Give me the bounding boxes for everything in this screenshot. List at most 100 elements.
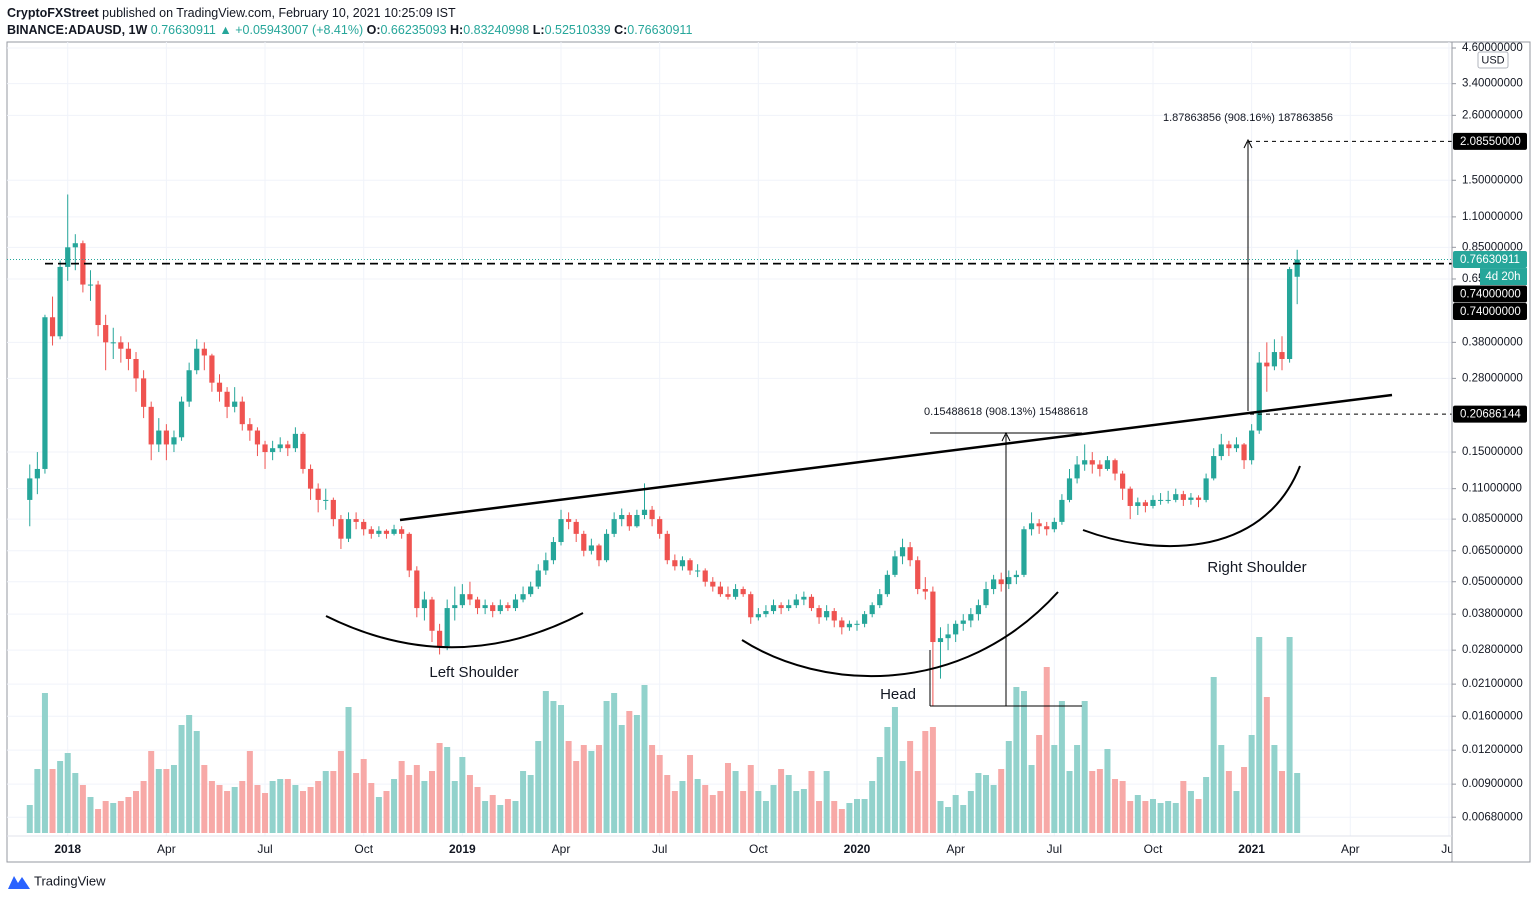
volume-bar: [1195, 799, 1202, 833]
volume-bar: [1225, 771, 1232, 833]
volume-bar: [497, 805, 504, 833]
volume-bar: [231, 787, 238, 833]
candle-body: [861, 614, 868, 624]
candle-body: [748, 594, 754, 618]
volume-bar: [1210, 677, 1217, 833]
candle-body: [1135, 502, 1141, 506]
volume-bar: [1279, 771, 1285, 833]
candle-body: [1241, 444, 1247, 461]
volume-bar: [1165, 801, 1172, 833]
x-tick-label: 2018: [54, 842, 81, 856]
volume-bar: [201, 765, 208, 833]
candle-body: [732, 589, 739, 597]
y-tick-label: 0.01600000: [1462, 710, 1523, 722]
candle-body: [65, 247, 71, 267]
volume-bar: [1203, 777, 1210, 833]
volume-bar: [262, 793, 269, 833]
volume-bar: [580, 745, 587, 833]
candle-body: [171, 437, 177, 445]
candle-body: [991, 579, 997, 590]
candle-body: [1256, 362, 1262, 431]
candle-body: [345, 519, 352, 539]
candle-body: [1028, 523, 1035, 530]
c-value: 0.76630911: [627, 23, 693, 37]
volume-bar: [565, 741, 572, 833]
volume-bar: [800, 789, 807, 833]
arrow-head: [1243, 138, 1253, 149]
volume-bar: [983, 775, 990, 833]
volume-bar: [687, 755, 694, 833]
volume-bar: [535, 741, 542, 833]
price-tag-label: 0.20686144: [1460, 409, 1521, 421]
candle-body: [892, 556, 898, 575]
volume-bar: [246, 751, 253, 833]
price-tag: [1453, 132, 1527, 150]
candle-body: [1218, 444, 1224, 457]
volume-bar: [307, 787, 314, 833]
volume-bar: [133, 791, 140, 833]
candle-body: [232, 401, 238, 407]
candle-body: [573, 521, 579, 534]
candle-body: [118, 342, 124, 349]
candle-body: [1074, 464, 1080, 479]
candle-body: [884, 574, 890, 595]
candle-body: [528, 586, 534, 595]
price-tags: 2.08550000 0.76630911 4d 20h 0.74000000 0.74…: [1453, 132, 1527, 423]
candle-body: [937, 638, 944, 643]
volume-bar: [1119, 781, 1126, 833]
price-tag-label: 2.08550000: [1460, 136, 1521, 148]
volume-bar: [1028, 765, 1035, 833]
volume-bar: [641, 685, 648, 833]
candle-body: [1233, 444, 1240, 449]
candle-body: [702, 570, 708, 582]
volume-bar: [353, 773, 360, 833]
candle-body: [915, 560, 921, 590]
candle-body: [194, 348, 200, 371]
x-tick-label: Apr: [946, 842, 965, 856]
volume-bar: [1233, 791, 1240, 833]
volume-bar: [26, 805, 33, 833]
volume-bar: [907, 741, 914, 833]
y-tick-label: 0.08500000: [1462, 513, 1523, 525]
volume-bar: [413, 765, 420, 833]
candle-body: [330, 499, 336, 520]
x-tick-label: Oct: [749, 842, 768, 856]
volume-bar: [444, 747, 451, 833]
volume-bar: [520, 771, 527, 833]
volume-bar: [671, 791, 678, 833]
volume-bar: [1127, 801, 1134, 833]
currency: USD: [1481, 54, 1504, 66]
candle-body: [603, 533, 610, 561]
volume-bar: [793, 791, 800, 833]
pattern-label: Head: [880, 686, 916, 703]
y-tick-label: 4.60000000: [1462, 42, 1523, 54]
volume-bar: [368, 783, 375, 833]
volume-bar: [633, 715, 640, 833]
volume-bar: [193, 731, 200, 833]
y-tick-label: 3.40000000: [1462, 78, 1523, 90]
y-tick-label: 0.38000000: [1462, 336, 1523, 348]
volume-bar: [876, 757, 883, 833]
candle-body: [869, 605, 875, 615]
volume-bar: [1005, 741, 1012, 833]
volume-bar: [770, 785, 777, 833]
candle-body: [436, 630, 443, 647]
candle-body: [1249, 430, 1255, 461]
volume-bar: [466, 775, 473, 833]
candle-body: [505, 605, 511, 609]
volume-bar: [512, 801, 519, 833]
x-tick-label: Jul: [652, 842, 667, 856]
volume-bar: [1241, 767, 1248, 833]
volume-bar: [1172, 803, 1179, 833]
candle-body: [945, 634, 951, 639]
volume-bar: [990, 785, 997, 833]
candle-body: [1097, 464, 1103, 469]
candle-body: [1157, 499, 1164, 501]
candle-body: [414, 570, 420, 609]
candle-body: [611, 519, 617, 534]
y-tick-label: 0.85000000: [1462, 241, 1523, 253]
price-tag: [1453, 405, 1527, 423]
volume-bar: [375, 797, 382, 833]
volume-bar: [436, 743, 443, 833]
